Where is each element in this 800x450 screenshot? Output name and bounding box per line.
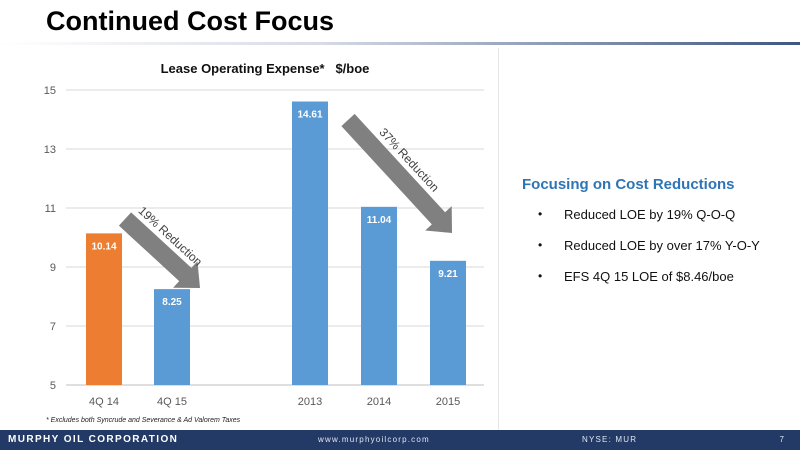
x-tick-label: 2015 bbox=[436, 396, 460, 408]
x-tick-label: 2014 bbox=[367, 396, 391, 408]
focus-bullet-text: Reduced LOE by 19% Q-O-Q bbox=[564, 207, 736, 222]
website-link[interactable]: www.murphyoilcorp.com bbox=[318, 435, 430, 444]
focus-bullet-list: • Reduced LOE by 19% Q-O-Q • Reduced LOE… bbox=[522, 207, 792, 300]
y-axis-ticks: 5 7 9 11 13 15 bbox=[44, 85, 56, 392]
focus-bullet: • EFS 4Q 15 LOE of $8.46/boe bbox=[522, 269, 792, 300]
focus-bullet-text: EFS 4Q 15 LOE of $8.46/boe bbox=[564, 269, 734, 284]
bar-data-label: 14.61 bbox=[297, 110, 322, 121]
chart-panel: Lease Operating Expense* $/boe 5 7 9 11 13 15… bbox=[0, 48, 499, 430]
bullet-dot: • bbox=[538, 269, 543, 283]
bar-data-label: 8.25 bbox=[162, 297, 182, 308]
bar bbox=[430, 260, 466, 385]
stock-ticker: NYSE: MUR bbox=[582, 435, 638, 444]
focus-bullet-text: Reduced LOE by over 17% Y-O-Y bbox=[564, 238, 760, 253]
reduction-arrow: 37% Reduction bbox=[341, 113, 452, 233]
chart-gridlines bbox=[66, 89, 484, 386]
x-tick-label: 4Q 15 bbox=[157, 396, 187, 408]
bar-data-label: 11.04 bbox=[367, 215, 392, 226]
lease-operating-expense-chart: Lease Operating Expense* $/boe 5 7 9 11 13 15… bbox=[44, 61, 484, 408]
chart-title: Lease Operating Expense* $/boe bbox=[161, 61, 370, 76]
arrow-shape bbox=[118, 212, 201, 289]
title-divider bbox=[0, 42, 800, 45]
y-tick-label: 5 bbox=[50, 380, 56, 392]
footer-bar: MURPHY OIL CORPORATION www.murphyoilcorp… bbox=[0, 430, 800, 450]
arrow-shape bbox=[341, 113, 452, 233]
chart-bars: 10.14 8.25 14.61 11.04 9.21 bbox=[86, 101, 466, 385]
focus-bullet: • Reduced LOE by 19% Q-O-Q bbox=[522, 207, 792, 238]
y-tick-label: 11 bbox=[45, 203, 56, 215]
reduction-arrow: 19% Reduction bbox=[118, 203, 205, 289]
bullet-dot: • bbox=[538, 238, 543, 252]
focus-heading: Focusing on Cost Reductions bbox=[522, 176, 735, 193]
focus-bullet: • Reduced LOE by over 17% Y-O-Y bbox=[522, 238, 792, 269]
y-tick-label: 7 bbox=[50, 321, 56, 333]
y-tick-label: 13 bbox=[44, 144, 56, 156]
y-tick-label: 15 bbox=[44, 85, 56, 97]
page-number: 7 bbox=[779, 435, 784, 444]
company-name: MURPHY OIL CORPORATION bbox=[8, 434, 179, 445]
bar-data-label: 10.14 bbox=[91, 241, 116, 252]
bar bbox=[292, 101, 328, 385]
x-tick-label: 2013 bbox=[298, 396, 322, 408]
y-tick-label: 9 bbox=[50, 262, 56, 274]
bullet-dot: • bbox=[538, 207, 543, 221]
reduction-arrows: 19% Reduction 37% Reduction bbox=[118, 113, 452, 289]
bar bbox=[154, 289, 190, 385]
bar bbox=[361, 206, 397, 385]
x-axis-ticks: 4Q 14 4Q 15 2013 2014 2015 bbox=[89, 396, 460, 408]
slide-title: Continued Cost Focus bbox=[46, 6, 334, 36]
x-tick-label: 4Q 14 bbox=[89, 396, 119, 408]
chart-footnote: * Excludes both Syncrude and Severance &… bbox=[46, 417, 241, 424]
bar-data-label: 9.21 bbox=[438, 269, 458, 280]
focus-panel: Focusing on Cost Reductions • Reduced LO… bbox=[522, 176, 792, 300]
bar bbox=[86, 233, 122, 385]
